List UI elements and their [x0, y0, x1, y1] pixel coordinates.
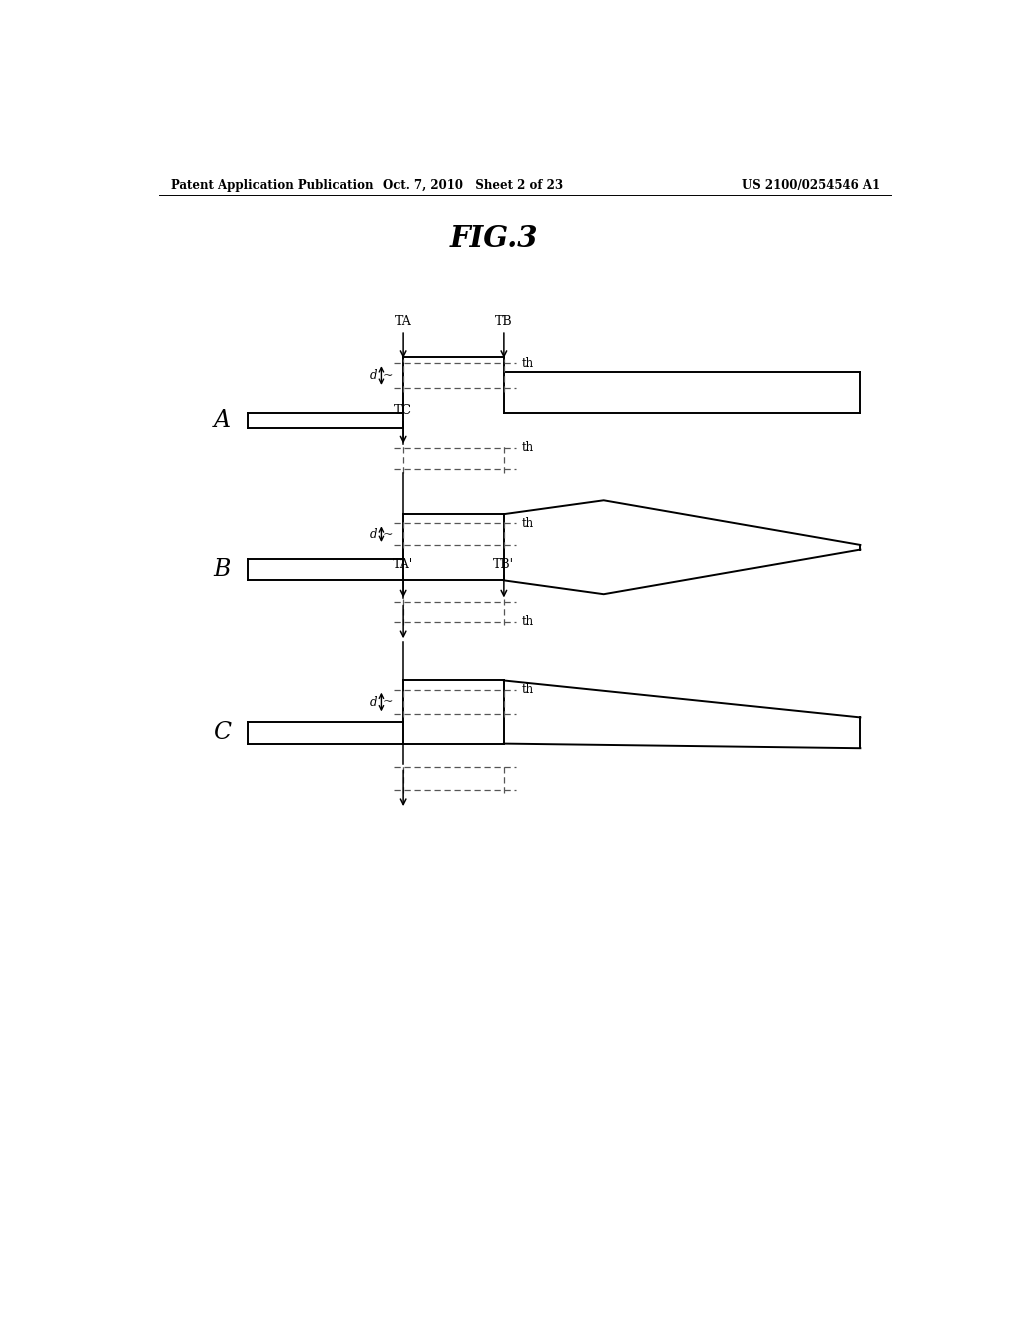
Text: th: th	[521, 441, 534, 454]
Text: FIG.3: FIG.3	[450, 224, 539, 253]
Text: US 2100/0254546 A1: US 2100/0254546 A1	[741, 180, 880, 193]
Text: th: th	[521, 356, 534, 370]
Text: d: d	[370, 528, 378, 541]
Text: d: d	[370, 696, 378, 709]
Text: th: th	[521, 517, 534, 529]
Text: Oct. 7, 2010   Sheet 2 of 23: Oct. 7, 2010 Sheet 2 of 23	[383, 180, 563, 193]
Text: TB: TB	[495, 314, 513, 327]
Text: Patent Application Publication: Patent Application Publication	[171, 180, 373, 193]
Text: TB': TB'	[494, 558, 514, 572]
Text: A: A	[214, 409, 231, 432]
Text: ~: ~	[382, 696, 392, 709]
Text: TA: TA	[394, 314, 412, 327]
Text: ~: ~	[382, 370, 392, 381]
Text: ~: ~	[382, 528, 392, 541]
Text: th: th	[521, 615, 534, 628]
Text: th: th	[521, 684, 534, 696]
Text: TA': TA'	[393, 558, 414, 572]
Text: TC: TC	[394, 404, 412, 417]
Text: d: d	[370, 370, 378, 381]
Text: C: C	[213, 721, 231, 744]
Text: B: B	[214, 558, 231, 581]
